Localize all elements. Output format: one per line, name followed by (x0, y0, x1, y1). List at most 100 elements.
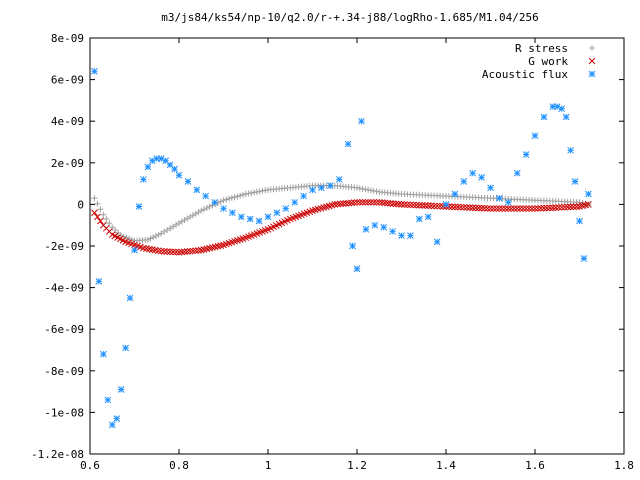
data-point (501, 205, 509, 212)
data-point (381, 199, 389, 207)
data-point (171, 165, 178, 173)
data-point (362, 226, 370, 233)
data-point (354, 184, 360, 191)
data-point (528, 205, 536, 212)
data-point (175, 171, 183, 179)
data-point (504, 205, 512, 212)
x-tick-label: 0.8 (169, 459, 189, 472)
data-point (469, 169, 477, 177)
data-point (94, 213, 101, 221)
y-tick-label: 2e-09 (51, 157, 84, 170)
data-point (178, 248, 186, 256)
y-axis: 8e-09 6e-09 4e-09 2e-09 0 -2e-09 -4e-09 -6e-09 -… (31, 32, 624, 461)
data-point (549, 204, 557, 212)
data-point (418, 202, 426, 209)
data-point (334, 200, 341, 208)
data-point (487, 184, 494, 192)
data-point (131, 246, 138, 254)
data-point (144, 163, 152, 171)
data-point (448, 203, 456, 211)
data-point (115, 229, 122, 236)
data-point (481, 204, 488, 212)
data-point (195, 209, 202, 216)
data-point (424, 213, 432, 221)
data-point (123, 234, 130, 241)
data-point (248, 189, 255, 196)
legend-label-g-work: G work (528, 55, 568, 68)
data-point (140, 176, 147, 183)
data-point (407, 232, 414, 239)
data-point (493, 205, 500, 212)
data-point (220, 205, 227, 212)
data-point (540, 113, 548, 121)
data-point (195, 247, 202, 254)
data-point (513, 205, 521, 212)
data-point (567, 146, 574, 154)
data-point (253, 188, 260, 195)
data-point (562, 113, 570, 121)
data-point (364, 198, 372, 206)
legend-marker-r-stress (589, 45, 595, 51)
x-axis: 0.6 0.8 1 1.2 1.4 1.6 1.8 (80, 38, 634, 472)
data-point (580, 255, 588, 262)
legend-marker-g-work (588, 57, 596, 65)
data-point (454, 203, 462, 211)
data-point (404, 201, 411, 209)
data-point (203, 205, 210, 212)
data-point (475, 204, 482, 212)
data-point (361, 198, 369, 206)
x-tick-label: 1.2 (347, 459, 367, 472)
data-point (522, 151, 530, 158)
data-point (135, 203, 143, 210)
data-point (183, 248, 191, 255)
y-tick-label: -1e-08 (44, 406, 84, 419)
data-point (282, 205, 290, 212)
data-point (519, 205, 527, 212)
data-point (436, 202, 444, 210)
data-point (193, 186, 201, 194)
data-point (163, 248, 171, 255)
data-point (412, 201, 420, 209)
data-point (546, 204, 554, 212)
data-point (380, 223, 388, 231)
data-point (427, 202, 435, 210)
y-tick-label: 8e-09 (51, 32, 84, 45)
data-point (91, 195, 98, 202)
data-point (100, 211, 107, 218)
data-point (234, 193, 241, 200)
data-point (192, 247, 200, 255)
data-point (466, 204, 474, 211)
data-point (318, 184, 325, 192)
data-point (415, 215, 423, 223)
data-point (570, 203, 577, 211)
data-point (373, 188, 380, 195)
legend-label-acoustic-flux: Acoustic flux (482, 68, 568, 81)
data-point (201, 206, 208, 213)
data-point (561, 203, 569, 211)
data-point (478, 204, 485, 212)
data-point (344, 140, 352, 148)
data-point (192, 210, 199, 217)
y-tick-label: 4e-09 (51, 115, 84, 128)
data-point (460, 178, 468, 185)
y-tick-label: -2e-09 (44, 240, 84, 253)
data-point (585, 190, 592, 198)
data-point (255, 217, 263, 225)
data-point (172, 248, 180, 256)
data-point (120, 233, 127, 240)
data-point (345, 199, 353, 207)
data-point (531, 132, 539, 140)
data-point (451, 203, 459, 211)
data-point (336, 200, 344, 208)
data-point (384, 199, 391, 207)
data-point (169, 248, 177, 256)
data-point (478, 174, 485, 181)
y-tick-label: 0 (77, 198, 84, 211)
data-point (573, 203, 580, 210)
data-point (579, 200, 586, 207)
data-point (184, 215, 191, 222)
data-point (113, 415, 121, 422)
data-point (186, 247, 194, 255)
data-point (326, 182, 334, 190)
data-point (126, 235, 133, 242)
